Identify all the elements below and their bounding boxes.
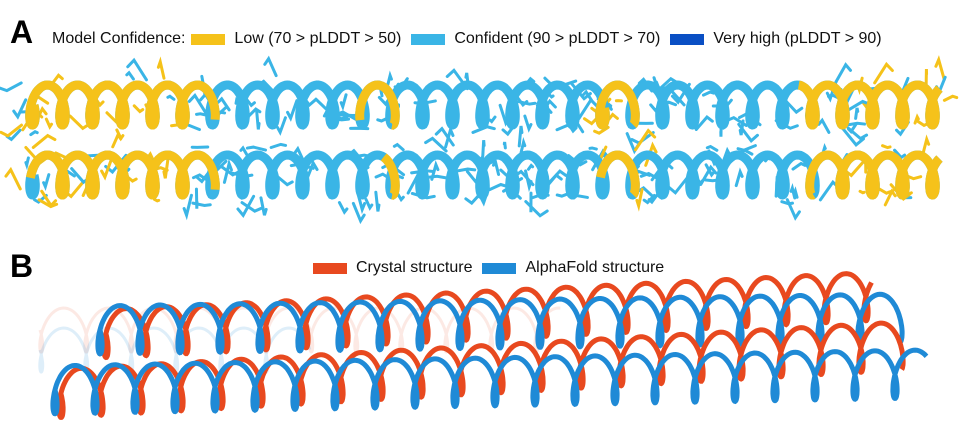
side-chain	[31, 132, 37, 135]
side-chain	[836, 65, 850, 82]
side-chain	[875, 64, 893, 83]
helix-low	[30, 85, 216, 125]
legend-swatch	[670, 34, 704, 45]
legend-label: Confident (90 > pLDDT > 70)	[454, 30, 660, 48]
legend-swatch	[191, 34, 225, 45]
side-chain	[493, 161, 498, 175]
legend-swatch	[313, 263, 347, 274]
legend-item: Low (70 > pLDDT > 50)	[185, 30, 401, 48]
side-chain	[504, 142, 505, 148]
legend-label: AlphaFold structure	[525, 259, 664, 277]
helix-low	[30, 155, 215, 195]
side-chain	[376, 192, 379, 211]
side-chain	[341, 95, 346, 107]
side-chain	[113, 135, 121, 147]
legend-item: Crystal structure	[307, 259, 472, 277]
legend-label: Low (70 > pLDDT > 50)	[234, 30, 401, 48]
side-chain	[33, 136, 55, 148]
legend-label: Very high (pLDDT > 90)	[713, 30, 881, 48]
legend-label: Crystal structure	[356, 259, 472, 277]
side-chain	[819, 120, 829, 132]
side-chain	[483, 140, 484, 156]
legend: Model Confidence: Low (70 > pLDDT > 50) C…	[52, 30, 886, 48]
side-chain	[257, 112, 259, 130]
side-chain	[0, 83, 21, 91]
side-chain	[134, 106, 142, 112]
legend-swatch	[482, 263, 516, 274]
side-chain	[168, 96, 174, 99]
side-chain	[490, 117, 495, 122]
side-chain	[261, 198, 266, 215]
side-chain	[791, 188, 795, 198]
side-chain	[782, 202, 793, 204]
side-chain	[44, 175, 49, 187]
side-chain	[944, 96, 956, 100]
side-chain	[490, 185, 506, 190]
side-chain	[366, 199, 372, 207]
panel-label: A	[10, 14, 33, 51]
side-chain	[590, 148, 596, 149]
legend: Crystal structure AlphaFold structure	[307, 259, 668, 277]
panel-label: B	[10, 248, 33, 285]
side-chain	[387, 76, 391, 87]
figure: A Model Confidence: Low (70 > pLDDT > 50…	[0, 0, 969, 442]
side-chain	[158, 62, 164, 78]
side-chain	[736, 172, 742, 186]
side-chain	[528, 166, 532, 170]
side-chain	[26, 158, 28, 165]
side-chain	[154, 199, 158, 200]
side-chain	[738, 146, 755, 151]
side-chain	[271, 144, 285, 147]
side-chain	[196, 189, 197, 209]
side-chain	[519, 126, 522, 146]
side-chain	[339, 203, 346, 212]
side-chain	[6, 170, 20, 189]
side-chain	[46, 119, 51, 127]
side-chain	[426, 138, 446, 151]
legend-title: Model Confidence:	[52, 30, 185, 48]
side-chain	[824, 147, 826, 151]
side-chain	[127, 73, 134, 79]
side-chain	[241, 148, 247, 155]
legend-item: Very high (pLDDT > 90)	[664, 30, 881, 48]
side-chain	[936, 60, 944, 80]
structure-art	[0, 0, 969, 442]
side-chain	[394, 145, 403, 150]
side-chain	[14, 100, 26, 117]
legend-swatch	[411, 34, 445, 45]
legend-item: Confident (90 > pLDDT > 70)	[405, 30, 660, 48]
side-chain	[793, 164, 805, 170]
side-chain	[247, 147, 265, 150]
side-chain	[860, 191, 864, 192]
legend-item: AlphaFold structure	[476, 259, 664, 277]
side-chain	[883, 146, 891, 148]
side-chain	[265, 59, 276, 76]
side-chain	[856, 108, 858, 118]
side-chain	[526, 202, 547, 216]
side-chain	[703, 92, 713, 95]
side-chain	[525, 116, 531, 129]
